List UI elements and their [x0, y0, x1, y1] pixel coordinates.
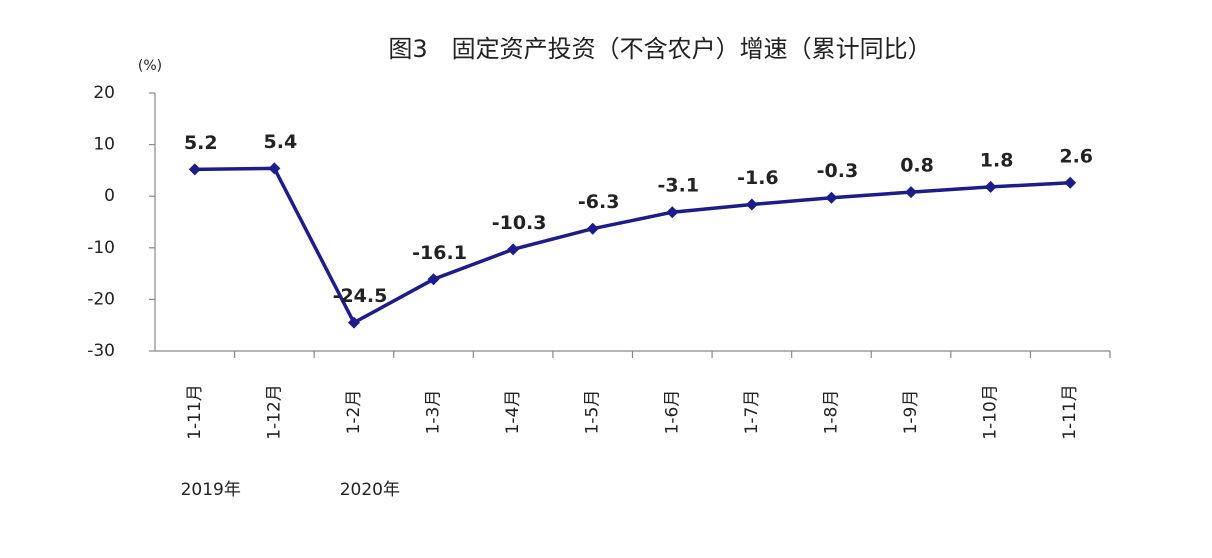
point — [905, 186, 918, 199]
data-label: -16.1 — [412, 242, 467, 264]
series-line — [194, 166, 1071, 326]
point — [188, 163, 201, 176]
data-label: 1.8 — [980, 149, 1014, 171]
data-label: 0.8 — [900, 155, 934, 177]
x-tick-label: 1-2月 — [344, 390, 364, 435]
year-label: 2020年 — [340, 480, 400, 500]
point — [984, 180, 997, 193]
chart-title: 图3 固定资产投资（不含农户）增速（累计同比） — [388, 35, 931, 63]
y-tick-label: 20 — [93, 83, 115, 103]
data-label: 2.6 — [1059, 145, 1093, 167]
point — [347, 316, 360, 329]
x-tick-label: 1-6月 — [662, 390, 682, 435]
data-label: 5.4 — [264, 131, 298, 153]
data-label: -1.6 — [737, 167, 779, 189]
x-tick-label: 1-11月 — [185, 384, 205, 440]
data-label: -10.3 — [492, 212, 547, 234]
data-label: -0.3 — [817, 160, 859, 182]
y-tick-label: -30 — [87, 341, 115, 361]
y-tick-label: 10 — [93, 135, 115, 155]
x-tick-label: 1-4月 — [503, 390, 523, 435]
point — [666, 206, 679, 219]
point — [268, 162, 281, 175]
point — [825, 191, 838, 204]
x-tick-label: 1-3月 — [424, 390, 444, 435]
data-label: -6.3 — [578, 191, 620, 213]
x-tick-label: 1-11月 — [1060, 384, 1080, 440]
year-label: 2019年 — [181, 480, 241, 500]
data-label: -3.1 — [658, 175, 700, 197]
x-tick-label: 1-10月 — [981, 384, 1001, 440]
point — [507, 243, 520, 256]
x-tick-label: 1-8月 — [821, 390, 841, 435]
point — [586, 222, 599, 235]
point — [427, 273, 440, 286]
x-tick-label: 1-9月 — [901, 390, 921, 435]
x-tick-label: 1-7月 — [742, 390, 762, 435]
point — [1064, 176, 1077, 189]
point — [745, 198, 758, 211]
y-tick-label: -20 — [87, 289, 115, 309]
data-label: 5.2 — [184, 132, 218, 154]
y-tick-label: -10 — [87, 238, 115, 258]
data-label: -24.5 — [333, 285, 388, 307]
x-tick-label: 1-12月 — [264, 384, 284, 440]
y-unit: (%) — [138, 58, 162, 74]
y-tick-label: 0 — [104, 186, 115, 206]
x-tick-label: 1-5月 — [583, 390, 603, 435]
